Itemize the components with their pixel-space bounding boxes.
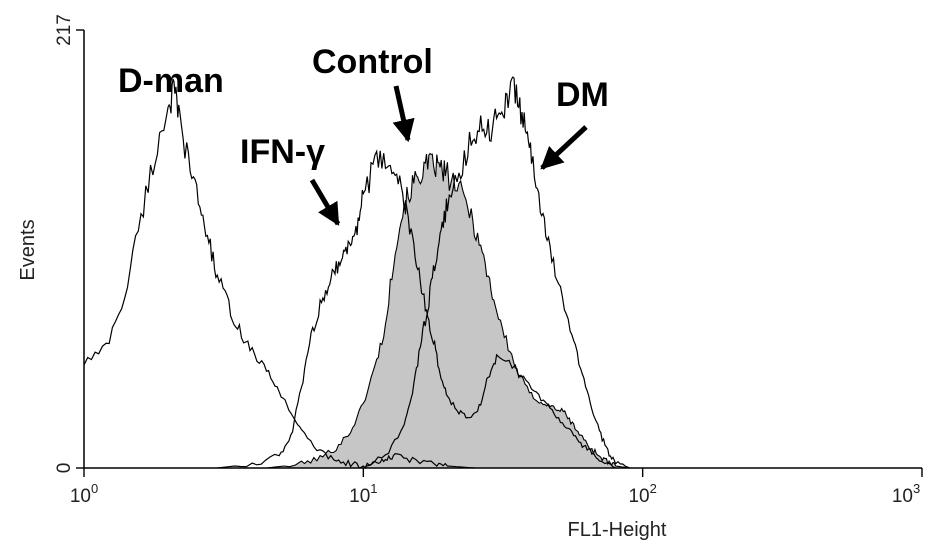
y-tick-label: 0: [54, 463, 75, 474]
label-control: Control: [312, 43, 433, 81]
arrow-ifn-gamma: [309, 178, 341, 226]
y-tick-label: 217: [54, 14, 75, 46]
series-control: [266, 152, 630, 469]
arrow-control: [392, 85, 415, 143]
series-ifn: [217, 149, 616, 469]
series-d-man: [83, 78, 475, 470]
tick-layer: 100 101 102 103 0 217: [54, 14, 923, 507]
label-d-man: D-man: [118, 62, 224, 100]
x-tick-label: 102: [628, 481, 656, 507]
label-dm: DM: [556, 76, 609, 114]
series-layer: [83, 76, 631, 470]
x-axis-label: FL1-Height: [568, 519, 667, 541]
arrow-dm: [540, 125, 588, 170]
x-tick-label: 100: [70, 481, 98, 507]
x-tick-label: 101: [349, 481, 377, 507]
y-axis-label: Events: [17, 219, 39, 280]
label-ifn-gamma: IFN-γ: [240, 133, 325, 171]
x-tick-label: 103: [892, 481, 920, 507]
series-dm: [363, 76, 631, 469]
